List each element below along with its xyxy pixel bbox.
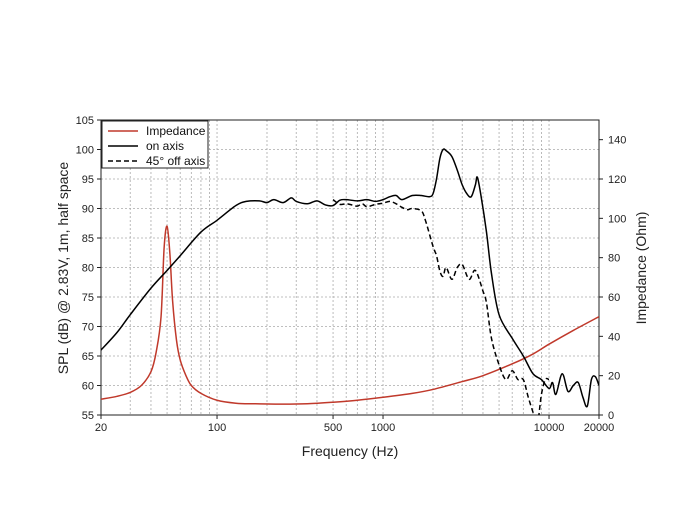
y-left-tick-label: 65 — [82, 351, 94, 363]
legend-label-on-axis: on axis — [146, 139, 184, 153]
x-tick-label: 20000 — [584, 422, 615, 434]
series-line-impedance — [101, 225, 599, 405]
y-right-tick-label: 80 — [608, 253, 620, 265]
y-left-tick-label: 70 — [82, 322, 94, 334]
series-line-off-axis — [332, 199, 550, 415]
x-tick-label: 100 — [208, 422, 226, 434]
y-right-tick-label: 100 — [608, 213, 626, 225]
legend-label-impedance: Impedance — [146, 124, 206, 138]
x-axis-label: Frequency (Hz) — [302, 443, 398, 459]
y-left-tick-label: 105 — [76, 115, 94, 127]
y-right-tick-label: 140 — [608, 135, 626, 147]
y-right-tick-label: 40 — [608, 331, 620, 343]
ticks: 20 100 500 1000 10000 20000556065707580859095… — [76, 115, 627, 434]
x-tick-label: 20 — [95, 422, 107, 434]
legend: Impedance on axis 45° off axis — [101, 120, 209, 169]
grid — [101, 120, 599, 415]
x-tick-label: 500 — [324, 422, 342, 434]
y-left-tick-label: 75 — [82, 292, 94, 304]
x-tick-label: 1000 — [371, 422, 395, 434]
legend-box — [101, 120, 209, 169]
y-right-tick-label: 60 — [608, 292, 620, 304]
y-axis-label-left: SPL (dB) @ 2.83V, 1m, half space — [55, 162, 71, 375]
y-left-tick-label: 90 — [82, 204, 94, 216]
series-line-on-axis — [101, 148, 599, 408]
y-right-tick-label: 120 — [608, 174, 626, 186]
y-left-tick-label: 55 — [82, 410, 94, 422]
y-right-tick-label: 0 — [608, 410, 614, 422]
y-left-tick-label: 85 — [82, 233, 94, 245]
series-layer — [101, 148, 599, 415]
x-tick-label: 10000 — [534, 422, 565, 434]
y-left-tick-label: 80 — [82, 263, 94, 275]
y-axis-label-right: Impedance (Ohm) — [633, 212, 649, 325]
legend-label-off-axis: 45° off axis — [146, 154, 205, 168]
y-left-tick-label: 100 — [76, 145, 94, 157]
y-left-tick-label: 60 — [82, 381, 94, 393]
y-right-tick-label: 20 — [608, 371, 620, 383]
y-left-tick-label: 95 — [82, 174, 94, 186]
